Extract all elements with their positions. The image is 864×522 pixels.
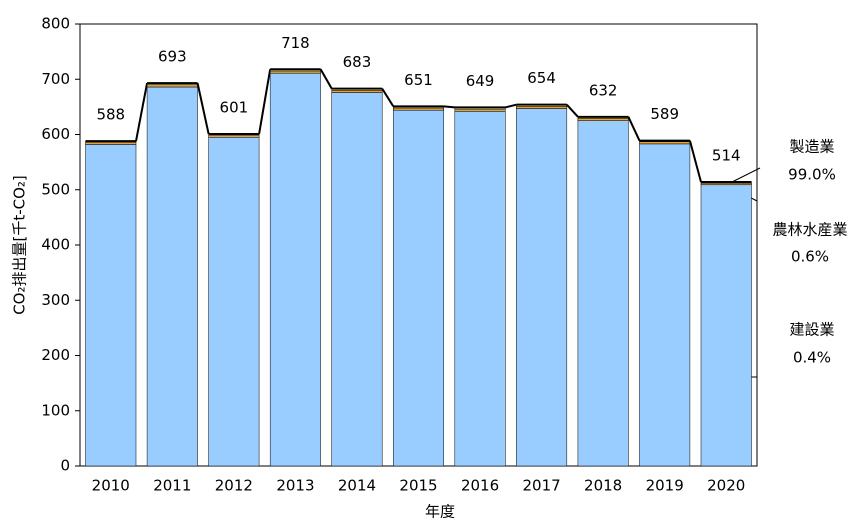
x-tick-label: 2019	[646, 477, 684, 495]
x-tick-label: 2014	[338, 477, 376, 495]
bar-segment	[454, 111, 506, 467]
x-tick-label: 2011	[153, 477, 191, 495]
y-tick-label: 0	[60, 457, 70, 475]
bar-segment	[85, 144, 137, 467]
connector-line	[443, 105, 455, 109]
bar-segment	[85, 141, 137, 145]
bar-segment	[208, 134, 260, 138]
bar-segment	[516, 108, 568, 467]
bar-segment	[146, 86, 198, 467]
x-tick-label: 2020	[707, 477, 745, 495]
connector-line	[258, 69, 272, 135]
annotation-label: 製造業	[789, 138, 834, 156]
bar-segment	[331, 90, 383, 93]
x-tick-label: 2017	[522, 477, 560, 495]
total-label: 588	[96, 106, 125, 124]
bar-segment	[516, 106, 568, 109]
total-label: 514	[712, 147, 741, 165]
annotation-label: 建設業	[789, 321, 834, 339]
bar-segment	[146, 84, 198, 88]
total-label: 693	[158, 48, 187, 66]
bar-segment	[269, 72, 321, 467]
y-tick-label: 700	[41, 70, 70, 88]
total-label: 632	[589, 81, 618, 99]
annotation-text: 0.6%	[791, 248, 829, 266]
connector-line	[381, 88, 395, 107]
bar-segment	[577, 120, 629, 467]
x-tick-label: 2013	[276, 477, 314, 495]
bar-segment	[639, 143, 691, 467]
total-label: 651	[404, 71, 433, 89]
leader-line	[729, 167, 761, 184]
annotation-text: 99.0%	[788, 166, 836, 184]
connector-line	[688, 140, 702, 183]
x-tick-label: 2015	[399, 477, 437, 495]
annotation-text: 0.4%	[793, 349, 831, 367]
total-label: 601	[220, 98, 249, 116]
total-label: 654	[527, 69, 556, 87]
x-tick-label: 2016	[461, 477, 499, 495]
y-tick-label: 500	[41, 180, 70, 198]
total-label: 649	[466, 72, 495, 90]
connector-line	[566, 103, 579, 118]
x-tick-label: 2012	[215, 477, 253, 495]
bar-segment	[393, 107, 444, 111]
y-tick-label: 100	[41, 401, 70, 419]
annotation-label: 農林水産業	[772, 221, 847, 239]
y-tick-label: 300	[41, 291, 70, 309]
total-label: 683	[343, 53, 372, 71]
y-axis-label: CO₂排出量[千t-CO₂]	[11, 175, 29, 315]
connector-line	[135, 82, 149, 142]
bar-segment	[393, 109, 444, 467]
connector-line	[627, 116, 641, 142]
y-tick-label: 800	[41, 15, 70, 33]
bar-segment	[639, 141, 691, 145]
connector-line	[196, 82, 210, 135]
bar-segment	[208, 137, 260, 467]
connector-line	[319, 68, 333, 90]
bar-segment	[700, 184, 752, 467]
total-label: 718	[281, 34, 310, 52]
bar-segment	[577, 118, 629, 121]
x-tick-label: 2010	[92, 477, 130, 495]
connector-line	[505, 103, 517, 109]
y-tick-label: 200	[41, 346, 70, 364]
x-tick-label: 2018	[584, 477, 622, 495]
total-label: 589	[650, 105, 679, 123]
bar-segment	[454, 108, 506, 112]
y-tick-label: 600	[41, 125, 70, 143]
bar-segment	[269, 70, 321, 74]
y-tick-label: 400	[41, 236, 70, 254]
bar-segment	[331, 92, 383, 467]
x-axis-label: 年度	[425, 503, 455, 521]
